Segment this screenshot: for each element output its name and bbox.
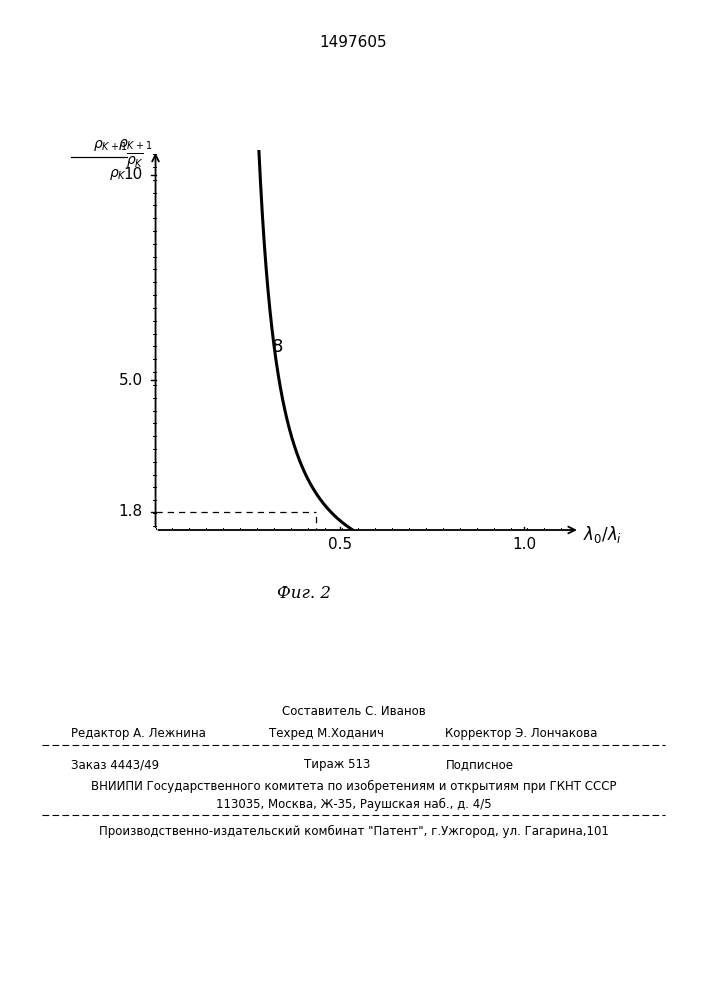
Text: Составитель С. Иванов: Составитель С. Иванов	[281, 705, 426, 718]
Text: 113035, Москва, Ж-35, Раушская наб., д. 4/5: 113035, Москва, Ж-35, Раушская наб., д. …	[216, 798, 491, 811]
Text: 1.8: 1.8	[119, 504, 143, 519]
Text: $\rho_K$: $\rho_K$	[110, 167, 127, 182]
Text: Подписное: Подписное	[445, 758, 513, 771]
Text: 1497605: 1497605	[320, 35, 387, 50]
Text: Производственно-издательский комбинат "Патент", г.Ужгород, ул. Гагарина,101: Производственно-издательский комбинат "П…	[98, 825, 609, 838]
Text: Заказ 4443/49: Заказ 4443/49	[71, 758, 159, 771]
Text: $\rho_{K+1}$: $\rho_{K+1}$	[93, 138, 127, 153]
Text: $\overline{\rho_K}$: $\overline{\rho_K}$	[127, 152, 144, 171]
Text: ВНИИПИ Государственного комитета по изобретениям и открытиям при ГКНТ СССР: ВНИИПИ Государственного комитета по изоб…	[90, 780, 617, 793]
Text: Техред М.Ходанич: Техред М.Ходанич	[269, 727, 384, 740]
Text: 1.0: 1.0	[513, 537, 537, 552]
Text: 5.0: 5.0	[119, 373, 143, 388]
Text: Корректор Э. Лончакова: Корректор Э. Лончакова	[445, 727, 598, 740]
Text: $\rho_{K+1}$: $\rho_{K+1}$	[118, 137, 153, 152]
Text: 8: 8	[271, 338, 283, 356]
Text: Редактор А. Лежнина: Редактор А. Лежнина	[71, 727, 206, 740]
Text: 10: 10	[124, 167, 143, 182]
Text: $\lambda_0/\lambda_i$: $\lambda_0/\lambda_i$	[583, 524, 623, 545]
Text: 0.5: 0.5	[328, 537, 352, 552]
Text: Тираж 513: Тираж 513	[304, 758, 370, 771]
Text: Фиг. 2: Фиг. 2	[277, 585, 331, 602]
